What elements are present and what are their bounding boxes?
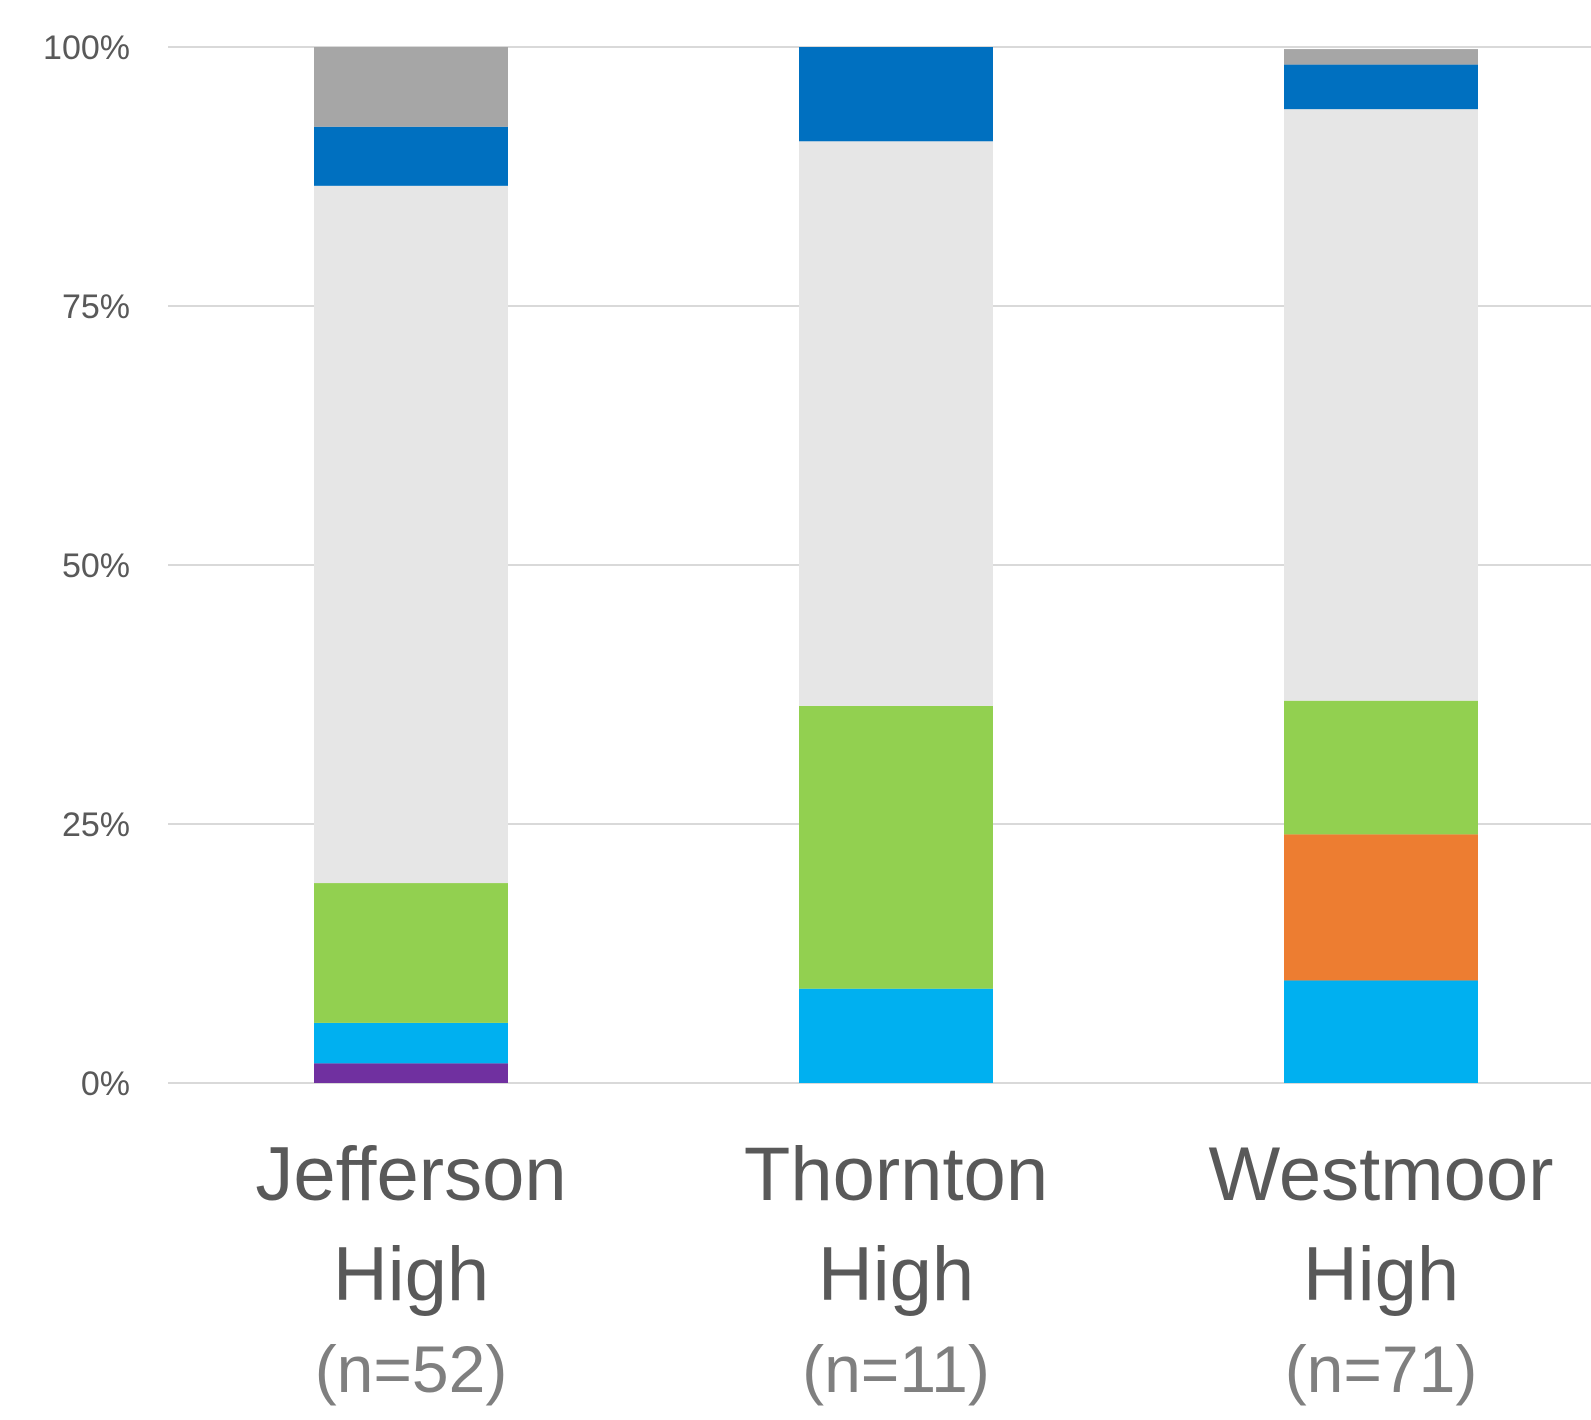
bar-segment bbox=[799, 705, 993, 989]
x-sample-size-label: (n=11) bbox=[802, 1332, 990, 1406]
x-category-label: High bbox=[333, 1232, 489, 1317]
bar-segment bbox=[1284, 49, 1478, 65]
x-sample-size-label: (n=71) bbox=[1285, 1332, 1478, 1406]
bar-segment bbox=[799, 47, 993, 142]
x-category-label: Westmoor bbox=[1209, 1132, 1554, 1217]
bar-segment bbox=[314, 1022, 508, 1064]
bar-segment bbox=[1284, 834, 1478, 981]
bar-segment bbox=[799, 988, 993, 1083]
y-axis: 0% 25% 50% 75% 100% bbox=[43, 29, 130, 1103]
bar-segment bbox=[1284, 700, 1478, 835]
y-tick-label: 100% bbox=[43, 29, 130, 67]
bar-segment bbox=[314, 883, 508, 1023]
x-axis: Jefferson High (n=52) Thornton High (n=11) Wes… bbox=[255, 1132, 1553, 1406]
x-category-label: High bbox=[1303, 1232, 1459, 1317]
bar-segment bbox=[314, 1063, 508, 1083]
x-category-label: Thornton bbox=[744, 1132, 1048, 1217]
bar-segment bbox=[1284, 109, 1478, 701]
bar-segment bbox=[1284, 980, 1478, 1083]
y-tick-label: 50% bbox=[62, 547, 130, 585]
y-tick-label: 25% bbox=[62, 806, 130, 844]
bar-segment bbox=[799, 141, 993, 706]
bars bbox=[314, 47, 1478, 1083]
bar-segment bbox=[314, 47, 508, 127]
bar-segment bbox=[314, 185, 508, 884]
bar-segment bbox=[314, 126, 508, 186]
y-tick-label: 75% bbox=[62, 288, 130, 326]
y-tick-label: 0% bbox=[81, 1065, 130, 1103]
x-category-label: High bbox=[818, 1232, 974, 1317]
bar-segment bbox=[1284, 64, 1478, 110]
x-category-label: Jefferson bbox=[255, 1132, 566, 1217]
x-sample-size-label: (n=52) bbox=[315, 1332, 508, 1406]
